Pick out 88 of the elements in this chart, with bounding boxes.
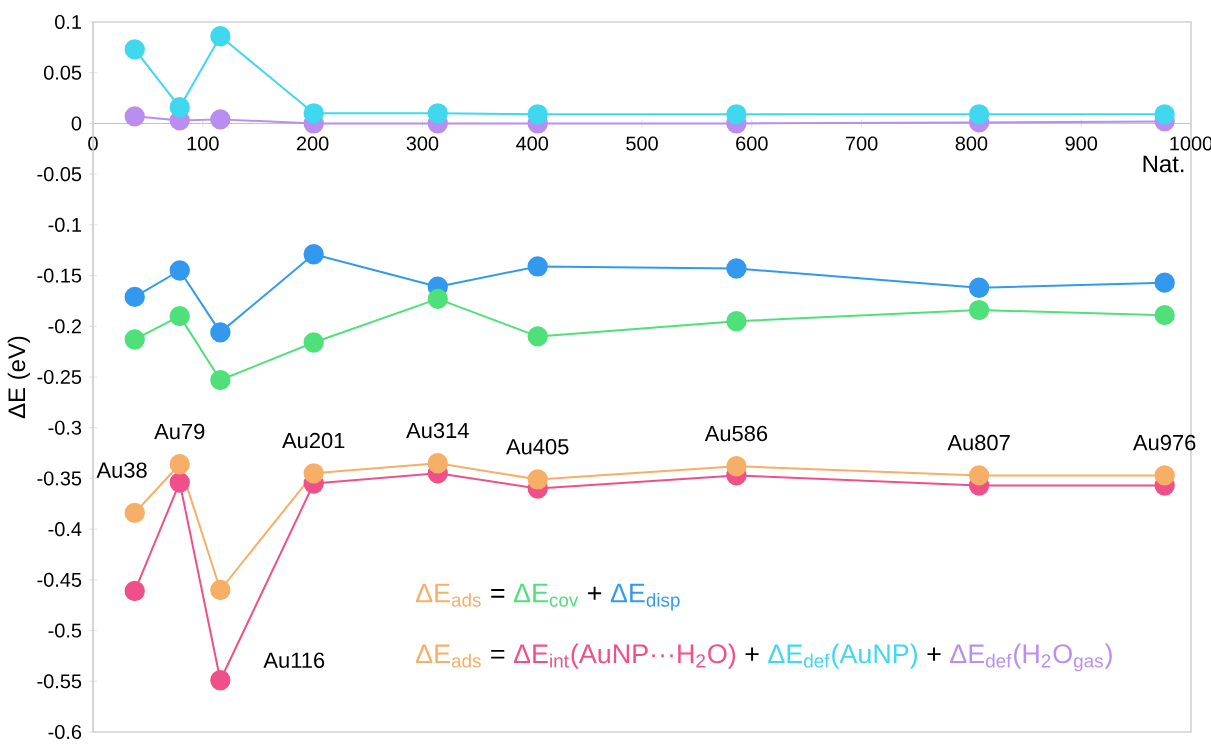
point (210, 579, 231, 601)
point (169, 260, 190, 281)
point (1154, 304, 1175, 326)
annotation: Au976 (1133, 434, 1196, 451)
y-tick-label: -0.2 (48, 319, 81, 334)
point (726, 258, 747, 279)
annotation: Au38 (96, 462, 147, 478)
point (527, 326, 548, 347)
point (726, 104, 747, 125)
x-tick-label: 600 (736, 136, 768, 151)
point (303, 332, 324, 353)
point (968, 104, 990, 125)
annotation: Au586 (704, 425, 768, 442)
y-tick-label: -0.55 (37, 674, 82, 689)
y-tick-label: -0.3 (48, 420, 82, 435)
y-tick-label: -0.35 (37, 471, 82, 486)
point (210, 670, 231, 691)
y-tick-label: -0.6 (48, 724, 82, 740)
point (303, 103, 324, 124)
y-tick-label: 0.05 (43, 65, 82, 80)
point (210, 369, 231, 391)
x-tick-label: 100 (187, 136, 219, 151)
x-tick-label: 200 (296, 136, 329, 151)
point (1154, 272, 1175, 293)
y-tick-label: -0.05 (37, 167, 82, 182)
point (968, 465, 990, 486)
annotation: Au201 (282, 432, 345, 449)
x-tick-label: 900 (1065, 136, 1098, 151)
x-tick-label: 400 (516, 136, 549, 151)
point (527, 256, 548, 277)
y-tick-label: -0.25 (37, 369, 82, 385)
y-tick-label: -0.1 (48, 217, 82, 232)
text: ΔE$_{ads}$ (415, 644, 481, 668)
point (427, 288, 448, 310)
point (124, 580, 145, 602)
point (726, 456, 747, 477)
annotation: Au314 (406, 422, 469, 439)
annotation: + (745, 647, 759, 661)
y-tick-label: -0.5 (48, 623, 82, 638)
point (427, 103, 448, 124)
text: ΔE$_{def}$(H$_{2}$O$_{gas}$) (950, 643, 1112, 672)
annotation: = (491, 649, 505, 659)
annotation: Au79 (154, 423, 205, 440)
point (726, 311, 747, 332)
point (1154, 104, 1175, 125)
x-tick-label: 300 (406, 136, 439, 151)
text: ΔE$_{def}$(AuNP) (768, 643, 917, 669)
point (968, 299, 990, 321)
x-tick-label: 0 (88, 136, 98, 151)
point (124, 106, 145, 127)
x-axis-title: Nat. (1143, 155, 1184, 173)
point (169, 472, 190, 493)
annotation: = (491, 589, 505, 598)
y-tick-label: -0.4 (48, 522, 82, 537)
y-tick-label: -0.15 (37, 268, 82, 283)
y-axis-title: ΔE (eV) (7, 336, 30, 419)
x-tick-label: 700 (846, 136, 878, 151)
x-tick-label: 500 (626, 136, 658, 151)
text: ΔE$_{ads}$ (415, 583, 481, 607)
point (210, 109, 231, 130)
point (169, 305, 190, 327)
point (210, 322, 231, 343)
point (968, 277, 990, 298)
y-tick-label: 0 (71, 116, 82, 131)
point (427, 453, 448, 474)
point (303, 244, 324, 265)
text: ΔE$_{disp}$ (610, 583, 680, 611)
point (124, 39, 145, 60)
x-tick-label: 800 (955, 136, 988, 151)
point (527, 104, 548, 125)
point (303, 463, 324, 484)
annotation: Au807 (947, 434, 1010, 451)
point (124, 329, 145, 350)
y-tick-label: -0.45 (37, 572, 82, 587)
text: ΔE$_{int}$(AuNP···H$_{2}$O) (513, 643, 736, 669)
point (169, 97, 190, 118)
point (1154, 465, 1175, 486)
point (169, 454, 190, 475)
annotation: + (588, 586, 602, 600)
text: ΔE$_{cov}$ (513, 583, 579, 607)
point (527, 469, 548, 490)
annotation: + (927, 647, 941, 661)
annotation: Au405 (506, 438, 569, 455)
point (124, 502, 145, 524)
y-tick-label: 0.1 (55, 14, 82, 30)
point (210, 26, 231, 47)
point (124, 286, 145, 308)
annotation: Au116 (263, 652, 325, 669)
